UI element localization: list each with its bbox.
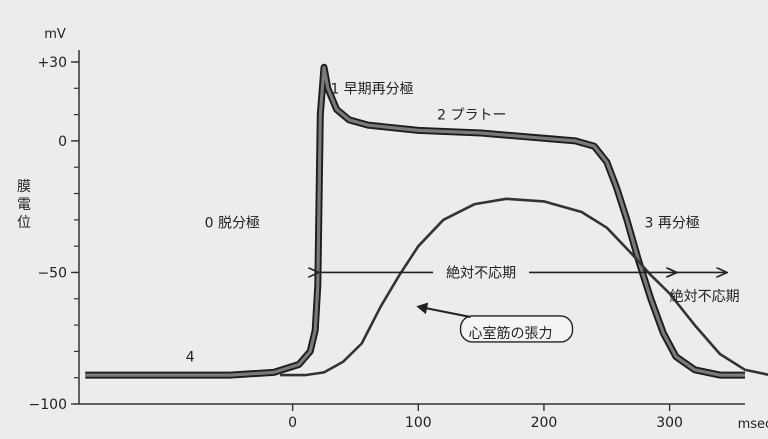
y-tick-label: +30 [37,55,67,71]
x-tick-label: 300 [656,415,683,431]
y-tick-label: −100 [29,397,67,413]
y-axis-title: 膜電位 [17,179,31,231]
label-background [433,260,530,283]
tension-callout-box [459,315,574,343]
label-absolute-refractory: 絶対不応期 [446,265,516,281]
label-phase-4-left: 4 [186,350,195,366]
y-title-char: 電 [17,197,31,213]
x-tick-label: 0 [288,415,297,431]
x-unit-label: msec [738,417,768,432]
x-tick-label: 100 [405,415,432,431]
label-phase-1: 1 早期再分極 [330,81,413,97]
label-phase-0: 0 脱分極 [205,215,260,231]
series-layer [85,63,768,379]
label-phase-3: 3 再分極 [644,215,699,231]
y-tick-label: −50 [37,265,67,281]
tension-line [280,197,768,377]
y-unit-label: mV [44,27,66,42]
x-tick-label: 200 [531,415,558,431]
tension-callout-arrow [416,302,471,318]
membrane-potential-line-highlight [85,65,745,377]
y-title-char: 位 [17,215,31,231]
axes [78,50,745,405]
label-tension: 心室筋の張力 [469,325,553,342]
y-title-char: 膜 [17,179,31,195]
x-ticks: 0 100 200 300 [288,404,683,431]
y-tick-label: 0 [58,134,67,150]
label-phase-2: 2 プラトー [437,108,506,124]
y-ticks: +30 0 −50 −100 [29,55,79,413]
label-relative-refractory: 絶対不応期 [670,289,740,305]
